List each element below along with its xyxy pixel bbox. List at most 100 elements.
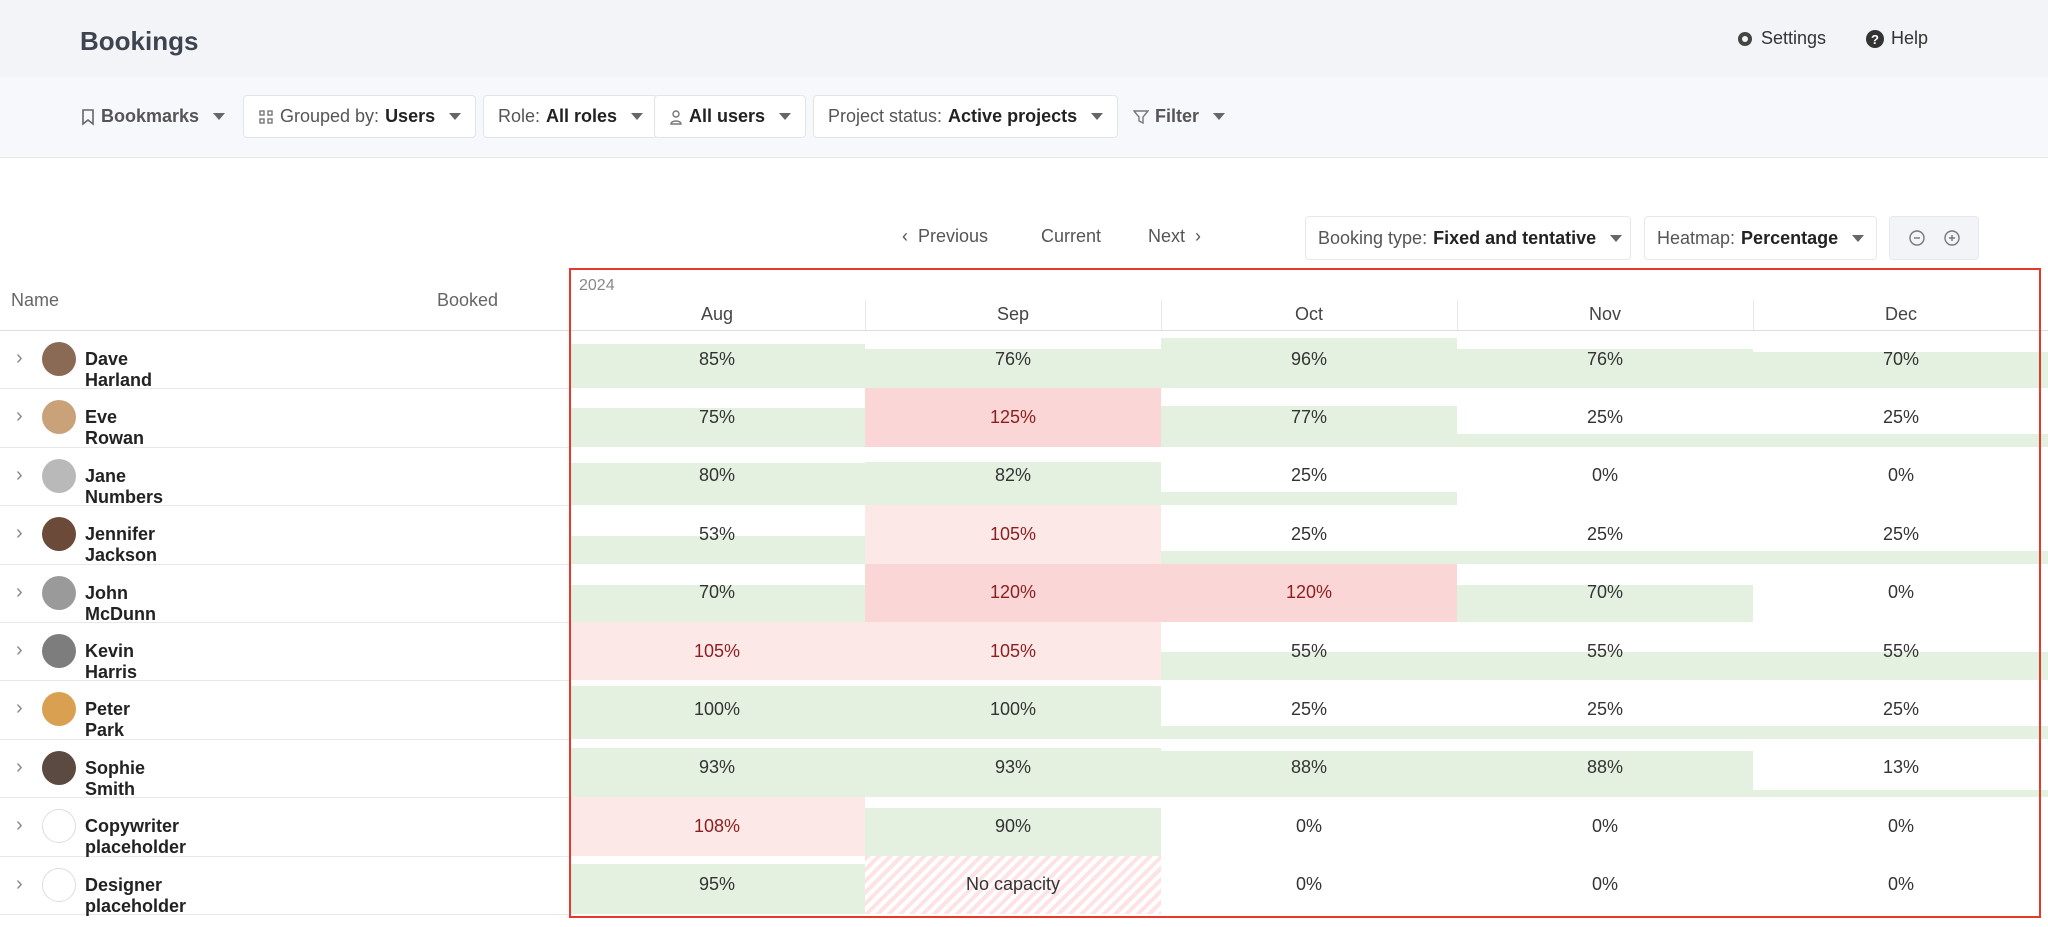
heat-cell: 76% — [1586, 348, 1624, 369]
heat-fill — [1457, 433, 1753, 447]
bookmark-icon — [82, 108, 94, 126]
heat-fill — [865, 348, 1161, 389]
avatar — [42, 867, 76, 902]
avatar — [42, 809, 76, 844]
row-line — [0, 622, 569, 623]
heat-cell: 76% — [994, 348, 1032, 369]
expand-chevron[interactable]: › — [16, 347, 23, 369]
user-icon — [670, 109, 682, 125]
heat-cell: 105% — [989, 523, 1037, 544]
row-line — [0, 914, 569, 915]
next-button[interactable]: Next › — [1148, 226, 1202, 246]
heat-fill — [1457, 725, 1753, 739]
month-label: Aug — [700, 304, 734, 324]
expand-chevron[interactable]: › — [16, 580, 23, 603]
heat-fill — [569, 585, 865, 622]
row-line — [0, 446, 569, 448]
expand-chevron[interactable]: › — [16, 872, 23, 895]
heat-cell: 55% — [1290, 640, 1328, 661]
help-label: Help — [1891, 28, 1929, 48]
heat-cell: 93% — [698, 757, 736, 778]
expand-chevron[interactable]: › — [16, 522, 23, 545]
expand-chevron[interactable]: › — [16, 405, 23, 428]
heat-fill — [865, 808, 1161, 856]
column-divider — [865, 300, 866, 330]
heat-fill — [1457, 585, 1753, 622]
heat-cell: 0% — [1295, 815, 1322, 836]
grouped-value: Users — [385, 106, 436, 126]
heat-cell: 96% — [1290, 348, 1328, 369]
heat-fill — [865, 686, 1161, 739]
heat-cell: 0% — [1887, 465, 1914, 486]
previous-button[interactable]: ‹ Previous — [902, 226, 989, 246]
heat-cell: 25% — [1882, 699, 1920, 720]
heat-cell: 77% — [1290, 407, 1328, 428]
expand-chevron[interactable]: › — [16, 697, 23, 720]
person-name: Jennifer Jackson — [85, 524, 158, 566]
heat-cell: 0% — [1591, 874, 1618, 895]
row-line — [0, 388, 569, 390]
booking-type-select[interactable]: Booking type: Fixed and tentative — [1305, 216, 1631, 260]
zoom-in[interactable] — [1943, 229, 1961, 247]
heat-fill — [569, 864, 865, 914]
grouped-label: Grouped by: — [280, 106, 380, 126]
expand-chevron[interactable]: › — [16, 639, 23, 661]
heat-fill — [865, 563, 1161, 622]
status-label: Project status: — [828, 106, 943, 126]
heat-cell: 55% — [1586, 640, 1624, 661]
heat-fill — [1161, 406, 1457, 447]
heat-fill — [865, 622, 1161, 681]
person-name: Eve Rowan — [85, 407, 145, 449]
heat-cell: 120% — [1285, 582, 1333, 603]
expand-chevron[interactable]: › — [16, 463, 23, 486]
heat-cell: 88% — [1290, 757, 1328, 778]
role-button[interactable]: Role: All roles — [483, 95, 659, 138]
heat-fill — [865, 748, 1161, 798]
heat-fill — [865, 388, 1161, 447]
grid-icon — [259, 109, 273, 124]
previous-label: Previous — [918, 226, 989, 246]
heat-cell: 55% — [1882, 640, 1920, 661]
heat-cell: 95% — [698, 874, 736, 895]
heat-cell: 100% — [989, 699, 1037, 720]
status-button[interactable]: Project status: Active projects — [813, 95, 1119, 138]
column-divider — [1753, 300, 1754, 330]
settings-button[interactable]: Settings — [1735, 28, 1826, 49]
next-label: Next — [1148, 226, 1186, 246]
page-title: Bookings — [80, 26, 199, 56]
heat-fill — [1457, 550, 1753, 564]
help-button[interactable]: ? Help — [1865, 28, 1928, 49]
heat-cell: 25% — [1290, 465, 1328, 486]
row-line — [0, 797, 569, 799]
booked-header: Booked — [437, 290, 499, 310]
filter-button[interactable]: Filter — [1118, 95, 1240, 138]
filter-label: Filter — [1155, 106, 1200, 126]
heat-fill — [1161, 751, 1457, 798]
heat-cell: 25% — [1290, 699, 1328, 720]
heat-cell: 105% — [989, 640, 1037, 661]
expand-chevron[interactable]: › — [16, 755, 23, 778]
heatmap-select[interactable]: Heatmap: Percentage — [1644, 216, 1877, 260]
heat-fill — [1161, 651, 1457, 681]
booking-type-label: Booking type: — [1318, 227, 1428, 248]
users-button[interactable]: All users — [654, 95, 807, 138]
grouped-button[interactable]: Grouped by: Users — [243, 95, 477, 138]
heat-cell: 90% — [994, 815, 1032, 836]
heat-cell: 108% — [693, 815, 741, 836]
heat-fill — [569, 343, 865, 389]
heat-cell: 0% — [1887, 874, 1914, 895]
heat-cell: 25% — [1586, 523, 1624, 544]
zoom-out[interactable] — [1908, 229, 1926, 247]
bookmarks-button[interactable]: Bookmarks — [66, 95, 240, 138]
heat-fill — [1753, 351, 2048, 389]
heat-fill — [865, 855, 1161, 914]
heat-fill — [1161, 725, 1457, 739]
avatar — [42, 517, 76, 552]
current-button[interactable]: Current — [1041, 226, 1101, 247]
heat-cell: 100% — [693, 699, 741, 720]
heat-fill — [1753, 651, 2048, 681]
heat-cell: 75% — [698, 407, 736, 428]
expand-chevron[interactable]: › — [16, 814, 23, 837]
heat-fill — [865, 505, 1161, 564]
row-line — [0, 680, 569, 682]
